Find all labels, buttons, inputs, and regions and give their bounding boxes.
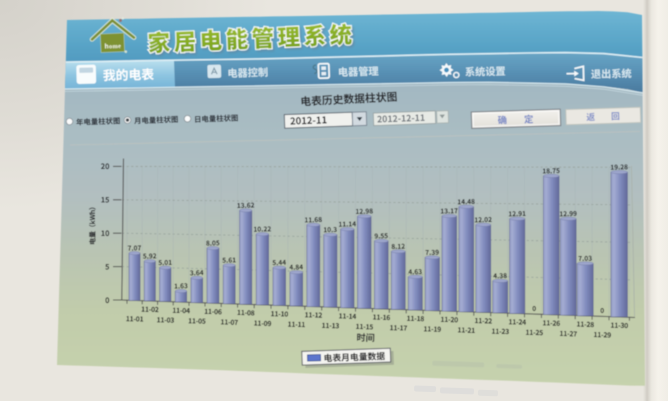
svg-text:10: 10: [101, 228, 110, 239]
svg-text:电器管理: 电器管理: [338, 63, 379, 79]
svg-text:11-30: 11-30: [610, 320, 628, 331]
svg-text:11-10: 11-10: [270, 308, 288, 319]
svg-text:15: 15: [101, 195, 110, 206]
svg-text:11-16: 11-16: [372, 312, 390, 323]
svg-text:11-21: 11-21: [457, 324, 475, 335]
svg-text:时间: 时间: [356, 330, 375, 344]
svg-text:11-12: 11-12: [304, 309, 322, 320]
svg-text:11-15: 11-15: [355, 321, 373, 332]
svg-text:5.01: 5.01: [158, 257, 172, 267]
svg-text:12.91: 12.91: [508, 208, 526, 218]
svg-text:11-06: 11-06: [204, 306, 222, 317]
svg-text:8.05: 8.05: [206, 237, 220, 247]
svg-text:14.48: 14.48: [457, 196, 475, 206]
svg-text:0: 0: [105, 295, 110, 306]
svg-text:11.14: 11.14: [338, 218, 356, 228]
svg-text:18.75: 18.75: [542, 165, 560, 175]
svg-text:11-28: 11-28: [576, 319, 594, 330]
svg-text:20: 20: [101, 161, 110, 172]
svg-text:11-18: 11-18: [406, 313, 424, 324]
svg-text:10.3: 10.3: [323, 224, 337, 234]
svg-text:11-03: 11-03: [156, 314, 174, 325]
svg-text:11-05: 11-05: [188, 315, 206, 326]
svg-text:13.17: 13.17: [440, 205, 458, 215]
svg-text:电器控制: 电器控制: [227, 64, 268, 80]
svg-text:1.63: 1.63: [174, 280, 188, 290]
svg-text:12.99: 12.99: [559, 208, 577, 218]
svg-text:11-22: 11-22: [474, 315, 492, 326]
svg-text:3.64: 3.64: [190, 267, 204, 277]
svg-text:11-11: 11-11: [287, 319, 305, 330]
svg-text:11-02: 11-02: [141, 304, 159, 315]
svg-text:10.22: 10.22: [253, 223, 271, 233]
svg-text:7.07: 7.07: [127, 242, 141, 252]
svg-text:11-25: 11-25: [525, 327, 543, 338]
svg-text:电量（kWh）: 电量（kWh）: [88, 203, 98, 245]
svg-text:2012-11: 2012-11: [290, 112, 328, 127]
svg-text:返回: 返回: [586, 109, 636, 124]
svg-text:5.44: 5.44: [272, 257, 286, 267]
svg-text:11-14: 11-14: [338, 310, 356, 321]
svg-text:11-08: 11-08: [237, 307, 255, 318]
svg-text:11-19: 11-19: [423, 323, 441, 334]
svg-text:7.03: 7.03: [578, 253, 592, 263]
svg-text:12.98: 12.98: [355, 205, 373, 215]
svg-text:4.63: 4.63: [408, 266, 422, 276]
svg-text:7.39: 7.39: [425, 247, 439, 257]
svg-text:确定: 确定: [497, 111, 550, 127]
svg-text:4.84: 4.84: [289, 261, 303, 271]
svg-text:5.61: 5.61: [222, 254, 236, 264]
svg-text:月电量柱状图: 月电量柱状图: [134, 114, 179, 127]
svg-text:11-07: 11-07: [220, 316, 238, 327]
svg-text:家居电能管理系统: 家居电能管理系统: [147, 16, 356, 58]
svg-text:11-27: 11-27: [559, 328, 577, 339]
svg-text:0: 0: [600, 305, 604, 315]
svg-text:11-29: 11-29: [593, 329, 611, 340]
svg-text:5.92: 5.92: [143, 250, 157, 260]
svg-text:0: 0: [532, 303, 536, 313]
svg-text:年电量柱状图: 年电量柱状图: [76, 115, 121, 128]
svg-text:我的电表: 我的电表: [103, 64, 155, 84]
svg-text:11-13: 11-13: [321, 320, 339, 331]
svg-text:home: home: [104, 41, 121, 51]
svg-text:11-26: 11-26: [542, 317, 560, 328]
svg-text:电表历史数据柱状图: 电表历史数据柱状图: [300, 88, 398, 109]
svg-text:12.02: 12.02: [474, 214, 492, 224]
svg-text:11-09: 11-09: [254, 318, 272, 329]
svg-text:11-04: 11-04: [172, 305, 190, 316]
svg-text:电表月电量数据: 电表月电量数据: [323, 349, 385, 364]
svg-text:日电量柱状图: 日电量柱状图: [194, 113, 239, 126]
svg-text:11-24: 11-24: [508, 316, 526, 327]
svg-text:4.38: 4.38: [493, 270, 507, 280]
svg-text:2012-12-11: 2012-12-11: [377, 111, 425, 126]
svg-text:19.28: 19.28: [610, 161, 628, 171]
svg-text:11-20: 11-20: [440, 314, 458, 325]
svg-text:5: 5: [105, 261, 109, 272]
svg-text:11-17: 11-17: [389, 322, 407, 333]
svg-text:9.55: 9.55: [374, 230, 388, 240]
svg-text:13.62: 13.62: [237, 200, 255, 210]
svg-text:系统设置: 系统设置: [465, 63, 506, 79]
svg-text:退出系统: 退出系统: [591, 65, 632, 81]
svg-text:8.12: 8.12: [391, 241, 405, 251]
svg-text:11-01: 11-01: [126, 313, 144, 324]
svg-text:11-23: 11-23: [491, 326, 509, 337]
svg-text:11.68: 11.68: [304, 214, 322, 224]
